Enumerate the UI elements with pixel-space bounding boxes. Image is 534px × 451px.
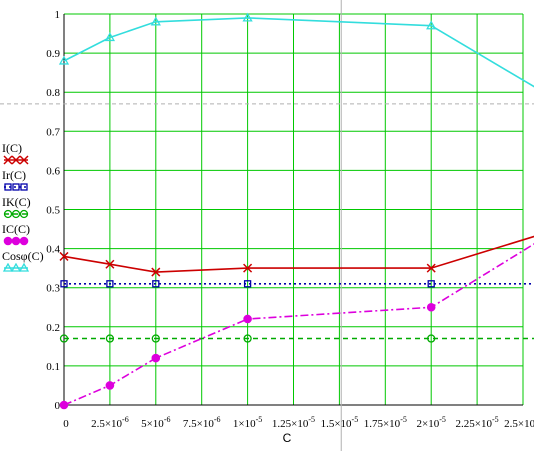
data-point-marker	[19, 155, 29, 165]
legend-swatch	[4, 183, 28, 191]
legend: I(C) Ir(C) IK(C) IC(C) Cosφ(C)	[2, 142, 62, 277]
series-2	[59, 334, 534, 343]
data-point-marker	[151, 267, 161, 277]
data-point-marker	[151, 334, 160, 343]
series-line	[63, 243, 534, 406]
series-1	[60, 280, 534, 288]
data-point-marker	[426, 20, 437, 30]
data-point-marker	[243, 280, 252, 288]
data-point-marker	[18, 263, 30, 272]
y-tick-label: 0.6	[46, 165, 60, 177]
legend-swatch	[2, 263, 30, 272]
data-point-marker	[11, 209, 21, 219]
data-point-marker	[243, 314, 252, 324]
x-tick-label: 7.5×10-6	[183, 415, 221, 430]
data-point-marker	[152, 280, 160, 288]
series-3	[59, 243, 534, 410]
y-tick-label: 0.4	[46, 244, 60, 256]
legend-label: I(C)	[2, 141, 22, 155]
x-tick-label: 2.25×10-5	[456, 415, 499, 430]
legend-entry: Cosφ(C)	[2, 250, 62, 277]
data-point-marker	[105, 381, 115, 390]
data-point-marker	[106, 280, 114, 288]
x-tick-label: 2.5×10-5	[504, 415, 534, 430]
legend-label: Ir(C)	[2, 168, 26, 182]
data-point-marker	[242, 12, 253, 22]
series-line	[63, 235, 534, 273]
data-point-marker	[150, 16, 161, 26]
data-point-marker	[19, 209, 29, 219]
data-point-marker	[243, 263, 253, 273]
series-line	[63, 17, 534, 88]
data-point-marker	[20, 183, 28, 191]
data-point-marker	[12, 183, 20, 191]
data-point-marker	[3, 236, 13, 246]
grid-lines	[63, 13, 524, 406]
data-point-marker	[3, 155, 13, 165]
tick-labels: 0 0.1 0.2 0.3 0.4 0.5 0.6 0.7 0.8 0.9 1 0 2.5×10-6 5×…	[46, 9, 534, 430]
x-tick-label: 5×10-6	[141, 415, 170, 430]
data-point-marker	[426, 302, 436, 312]
data-point-marker	[2, 263, 14, 272]
series-4	[58, 12, 534, 88]
legend-swatch	[3, 209, 29, 219]
legend-entry: I(C)	[2, 142, 62, 169]
x-axis-label: C	[283, 431, 292, 445]
data-point-marker	[59, 251, 69, 261]
data-point-marker	[426, 263, 436, 273]
axes	[63, 14, 523, 406]
series-layer	[58, 12, 534, 410]
legend-entry: IC(C)	[2, 223, 62, 250]
y-tick-label: 0.1	[46, 361, 60, 373]
data-point-marker	[11, 236, 21, 246]
data-point-marker	[105, 259, 115, 269]
data-point-marker	[58, 55, 70, 65]
y-tick-label: 0.5	[46, 205, 60, 217]
y-tick-label: 0	[55, 400, 61, 412]
data-point-marker	[151, 353, 161, 363]
data-point-marker	[59, 334, 69, 343]
data-point-marker	[10, 263, 22, 272]
data-point-marker	[60, 280, 68, 288]
y-tick-label: 1	[55, 9, 61, 21]
x-tick-label: 0	[63, 418, 69, 430]
data-point-marker	[427, 334, 436, 343]
data-point-marker	[59, 400, 69, 410]
series-0	[59, 235, 534, 277]
legend-label: Cosφ(C)	[2, 249, 44, 263]
data-point-marker	[105, 334, 115, 343]
x-tick-label: 1×10-5	[233, 415, 262, 430]
x-tick-label: 1.5×10-5	[321, 415, 359, 430]
y-tick-label: 0.9	[46, 48, 60, 60]
data-point-marker	[4, 183, 12, 191]
legend-entry: IK(C)	[2, 196, 62, 223]
y-tick-label: 0.3	[46, 283, 60, 295]
x-tick-label: 2×10-5	[417, 415, 446, 430]
legend-label: IK(C)	[2, 195, 31, 209]
y-tick-label: 0.7	[46, 126, 60, 138]
y-tick-label: 0.2	[46, 322, 60, 334]
data-point-marker	[11, 155, 21, 165]
data-point-marker	[427, 280, 435, 288]
legend-swatch	[3, 236, 29, 246]
legend-label: IC(C)	[2, 222, 30, 236]
data-point-marker	[243, 334, 252, 343]
legend-entry: Ir(C)	[2, 169, 62, 196]
data-point-marker	[3, 209, 13, 219]
data-point-marker	[19, 236, 29, 246]
data-point-marker	[104, 32, 116, 42]
x-tick-label: 2.5×10-6	[91, 415, 129, 430]
legend-swatch	[3, 155, 29, 165]
y-tick-label: 0.8	[46, 87, 60, 99]
x-tick-label: 1.25×10-5	[272, 415, 315, 430]
x-tick-label: 1.75×10-5	[364, 415, 407, 430]
